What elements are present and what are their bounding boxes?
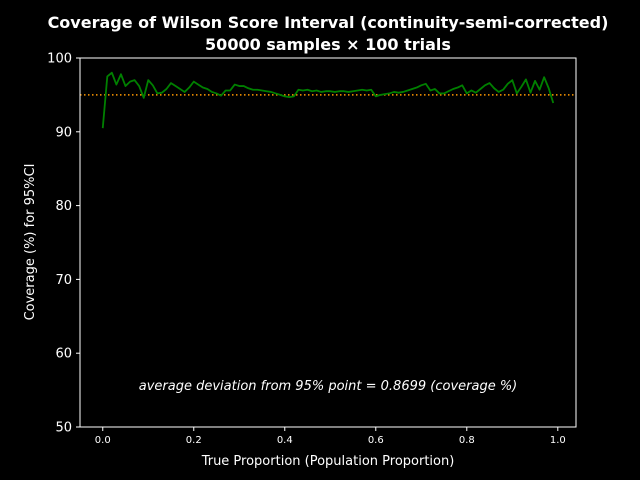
coverage-series-line [101,71,555,129]
y-tick-label: 80 [55,199,72,214]
y-axis: 50 60 70 80 90 100 [47,52,80,436]
y-tick-label: 100 [47,52,72,67]
y-tick-label: 70 [55,273,72,288]
y-tick-label: 50 [55,421,72,436]
x-tick-label: 0.6 [368,435,384,446]
x-tick-label: 0.4 [277,435,293,446]
x-tick-label: 0.8 [459,435,475,446]
x-axis-label: True Proportion (Population Proportion) [201,454,455,469]
chart-title-line2: 50000 samples × 100 trials [205,35,451,54]
x-tick-label: 0.2 [186,435,202,446]
chart-title-line1: Coverage of Wilson Score Interval (conti… [48,13,609,32]
plot-area [80,71,576,129]
x-axis: 0.0 0.2 0.4 0.6 0.8 1.0 [95,427,566,446]
y-tick-label: 60 [55,347,72,362]
x-tick-label: 0.0 [95,435,111,446]
y-axis-label: Coverage (%) for 95%CI [23,164,38,321]
annotation-text: average deviation from 95% point = 0.869… [139,379,518,394]
axes-frame [79,57,577,428]
x-tick-label: 1.0 [550,435,566,446]
y-tick-label: 90 [55,125,72,140]
